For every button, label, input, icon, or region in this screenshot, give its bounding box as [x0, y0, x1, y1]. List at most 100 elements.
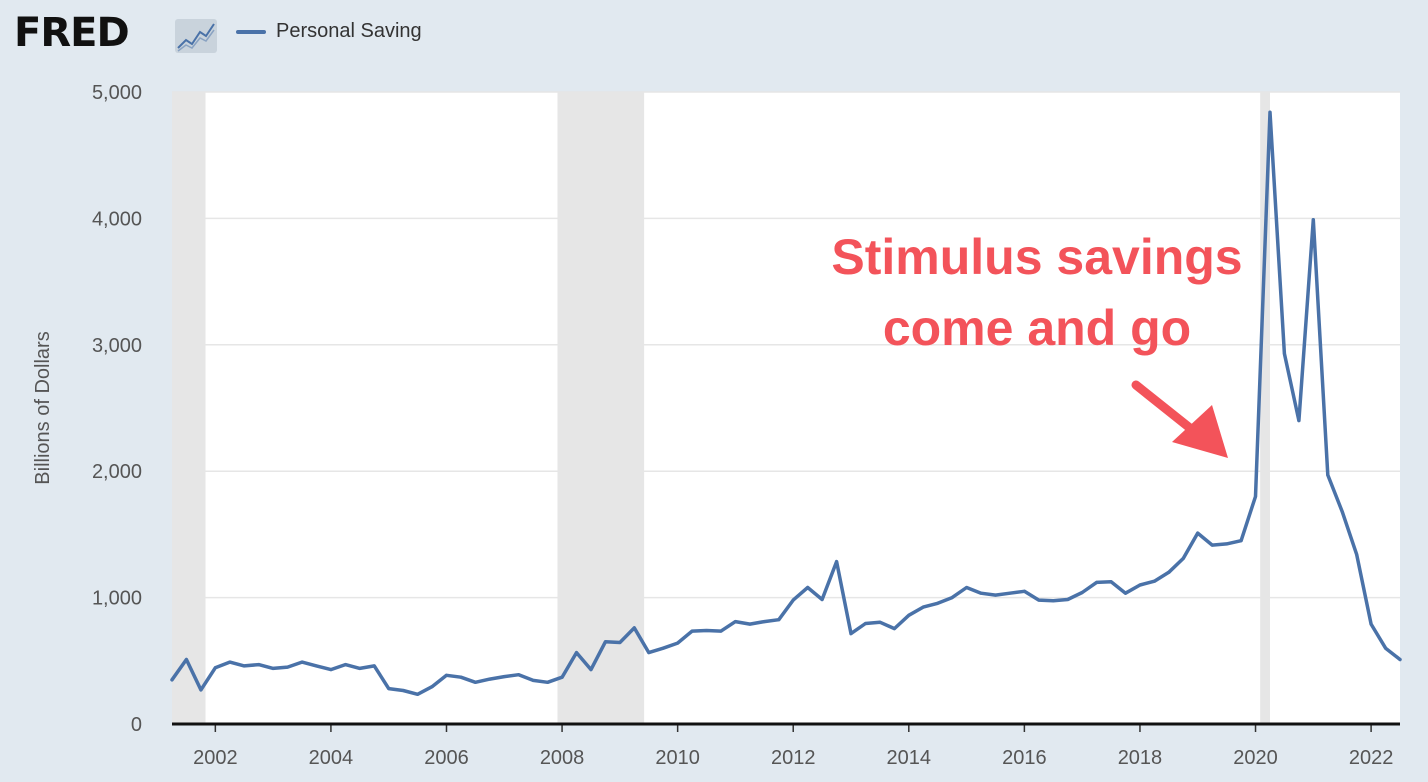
- data-point: [733, 620, 737, 624]
- data-point: [546, 680, 550, 684]
- data-point: [777, 618, 781, 622]
- plot-area: [172, 92, 1400, 724]
- x-tick-label: 2018: [1118, 747, 1163, 769]
- data-point: [1282, 352, 1286, 356]
- data-point: [979, 591, 983, 595]
- annotation-text-line2: come and go: [883, 300, 1191, 356]
- data-point: [1037, 598, 1041, 602]
- data-point: [184, 658, 188, 662]
- data-point: [228, 660, 232, 664]
- data-point: [1066, 597, 1070, 601]
- arrow-down-right-icon: [1131, 380, 1228, 458]
- data-point: [1398, 658, 1402, 662]
- data-point: [1239, 539, 1243, 543]
- data-point: [488, 677, 492, 681]
- data-point: [921, 605, 925, 609]
- data-point: [835, 560, 839, 564]
- data-point: [444, 673, 448, 677]
- data-point: [257, 663, 261, 667]
- data-point: [762, 620, 766, 624]
- x-tick-label: 2022: [1349, 747, 1394, 769]
- series-line-personal-saving: [170, 110, 1402, 697]
- x-axis: 2002 2004 2006 2008 2010 2012 2014 2016 2018 2020…: [193, 724, 1393, 769]
- series-points: [170, 110, 1402, 696]
- data-point: [387, 687, 391, 691]
- data-point: [1008, 591, 1012, 595]
- x-tick-label: 2006: [424, 747, 469, 769]
- data-point: [1225, 542, 1229, 546]
- data-point: [632, 626, 636, 630]
- data-point: [661, 646, 665, 650]
- data-point: [213, 666, 217, 670]
- data-point: [1181, 556, 1185, 560]
- legend-label: Personal Saving: [276, 20, 422, 42]
- data-point: [502, 675, 506, 679]
- data-point: [531, 678, 535, 682]
- data-point: [430, 685, 434, 689]
- data-point: [560, 675, 564, 679]
- data-point: [271, 666, 275, 670]
- line-graph-icon: [175, 19, 217, 53]
- data-point: [358, 666, 362, 670]
- data-point: [1210, 543, 1214, 547]
- chart-header: FRED Personal Saving: [0, 0, 1428, 70]
- data-point: [517, 673, 521, 677]
- data-point: [401, 689, 405, 693]
- data-point: [950, 596, 954, 600]
- y-tick-label: 3,000: [92, 335, 142, 357]
- data-point: [603, 640, 607, 644]
- fred-logo[interactable]: FRED: [14, 10, 130, 56]
- data-point: [1268, 110, 1272, 114]
- annotation-text-line1: Stimulus savings: [831, 229, 1242, 285]
- series: [170, 110, 1402, 697]
- x-tick-label: 2020: [1233, 747, 1278, 769]
- data-point: [1109, 580, 1113, 584]
- data-point: [676, 641, 680, 645]
- y-tick-label: 4,000: [92, 208, 142, 230]
- x-tick-label: 2010: [655, 747, 700, 769]
- data-point: [965, 585, 969, 589]
- x-tick-label: 2004: [309, 747, 354, 769]
- data-point: [300, 660, 304, 664]
- data-point: [1196, 531, 1200, 535]
- data-point: [705, 628, 709, 632]
- data-point: [1326, 473, 1330, 477]
- data-point: [343, 663, 347, 667]
- data-point: [589, 668, 593, 672]
- data-point: [1369, 622, 1373, 626]
- data-point: [806, 585, 810, 589]
- data-point: [1095, 580, 1099, 584]
- y-axis: 0 1,000 2,000 3,000 4,000 5,000: [92, 82, 142, 736]
- data-point: [1254, 494, 1258, 498]
- data-point: [1022, 589, 1026, 593]
- data-point: [1124, 591, 1128, 595]
- data-point: [1355, 553, 1359, 557]
- data-point: [878, 620, 882, 624]
- recession-band: [172, 92, 206, 724]
- data-point: [1311, 218, 1315, 222]
- data-point: [329, 668, 333, 672]
- data-point: [286, 665, 290, 669]
- data-point: [791, 598, 795, 602]
- data-point: [1051, 599, 1055, 603]
- data-point: [199, 688, 203, 692]
- legend: Personal Saving: [236, 20, 422, 43]
- y-tick-label: 0: [131, 714, 142, 736]
- y-tick-label: 1,000: [92, 588, 142, 610]
- x-tick-label: 2008: [540, 747, 585, 769]
- data-point: [473, 680, 477, 684]
- data-point: [719, 629, 723, 633]
- legend-swatch: [236, 29, 266, 34]
- recession-shading: [172, 92, 1270, 724]
- data-point: [242, 664, 246, 668]
- data-point: [575, 651, 579, 655]
- recession-band: [1260, 92, 1270, 724]
- recession-band: [557, 92, 645, 724]
- y-tick-label: 5,000: [92, 82, 142, 104]
- x-tick-label: 2012: [771, 747, 816, 769]
- data-point: [647, 651, 651, 655]
- data-point: [820, 597, 824, 601]
- data-point: [1152, 579, 1156, 583]
- data-point: [1297, 419, 1301, 423]
